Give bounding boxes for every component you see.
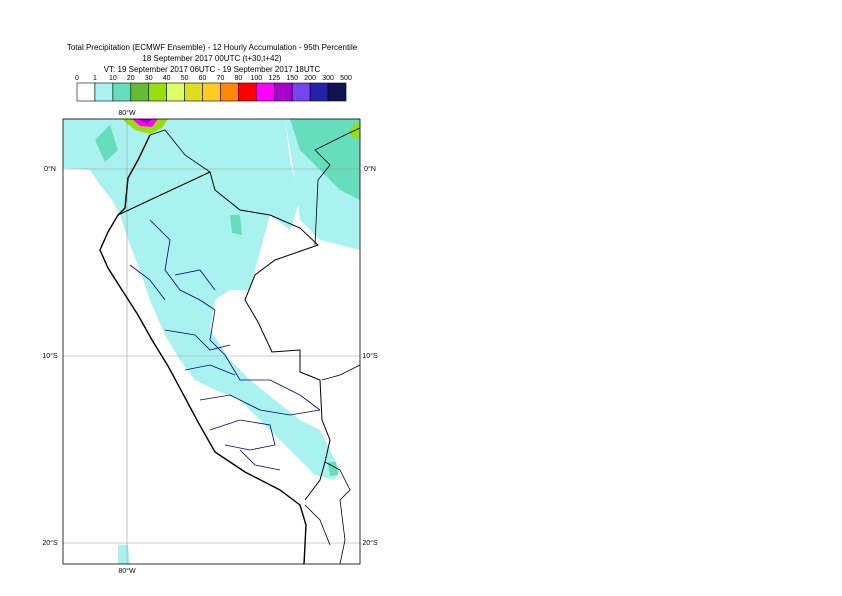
colorbar-label: 300	[322, 75, 334, 82]
colorbar-label: 500	[340, 75, 352, 82]
map	[62, 118, 361, 565]
lat-label: 0°N	[44, 165, 56, 173]
valid-time: VT: 19 September 2017 06UTC - 19 Septemb…	[104, 65, 321, 74]
colorbar-label: 40	[163, 75, 171, 82]
lat-label: 20°S	[42, 539, 58, 547]
lon-label: 80°W	[118, 567, 136, 575]
colorbar-box	[291, 82, 311, 102]
coastline	[99, 134, 307, 565]
colorbar-box	[273, 82, 293, 102]
lat-label: 20°S	[362, 539, 378, 547]
colorbar-box	[256, 82, 275, 102]
colorbar-box	[130, 82, 150, 102]
graticule	[63, 119, 360, 564]
colorbar-box	[148, 82, 167, 102]
lat-label: 10°S	[362, 352, 378, 360]
regional-borders	[129, 219, 321, 471]
colorbar-label: 1	[93, 75, 97, 82]
colorbar-label: 20	[127, 75, 135, 82]
colorbar-label: 0	[75, 75, 79, 82]
lat-label: 10°S	[42, 352, 58, 360]
colorbar-box	[202, 82, 221, 102]
colorbar-label: 50	[181, 75, 189, 82]
colorbar-box	[220, 82, 239, 102]
colorbar-label: 70	[217, 75, 225, 82]
colorbar: 0 1 10 20 30 40 50 60 70 80 100 125 150 200 300 500	[75, 75, 352, 102]
colorbar-label: 30	[145, 75, 153, 82]
colorbar-label: 150	[286, 75, 298, 82]
colorbar-box	[184, 82, 203, 102]
colorbar-box	[94, 82, 114, 102]
colorbar-box	[327, 82, 347, 102]
colorbar-box	[238, 82, 257, 102]
colorbar-label: 100	[250, 75, 262, 82]
colorbar-label: 80	[235, 75, 243, 82]
country-borders	[149, 127, 361, 565]
base-time: 18 September 2017 00UTC (t+30,t+42)	[142, 54, 282, 63]
colorbar-label: 200	[304, 75, 316, 82]
colorbar-box	[309, 82, 329, 102]
colorbar-box	[166, 82, 185, 102]
colorbar-label: 125	[268, 75, 280, 82]
title: Total Precipitation (ECMWF Ensemble) - 1…	[67, 43, 358, 52]
lat-label: 0°N	[364, 165, 376, 173]
map-frame	[62, 118, 361, 565]
peru-border	[117, 171, 331, 501]
colorbar-label: 60	[199, 75, 207, 82]
lon-label: 80°W	[118, 109, 136, 117]
colorbar-label: 10	[109, 75, 117, 82]
colorbar-box	[76, 82, 96, 102]
colorbar-box	[112, 82, 132, 102]
